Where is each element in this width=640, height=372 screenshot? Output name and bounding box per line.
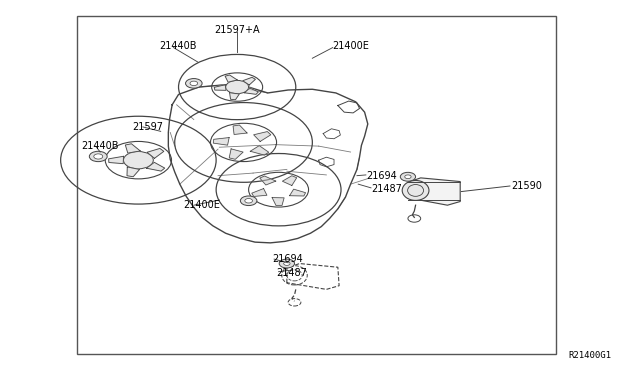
Polygon shape bbox=[127, 167, 140, 177]
Polygon shape bbox=[109, 156, 124, 164]
Bar bbox=[77, 16, 556, 354]
Text: 21597+A: 21597+A bbox=[214, 25, 260, 35]
Text: 21590: 21590 bbox=[511, 181, 542, 191]
Polygon shape bbox=[214, 85, 226, 90]
Text: 21440B: 21440B bbox=[81, 141, 118, 151]
Polygon shape bbox=[230, 93, 239, 100]
Circle shape bbox=[186, 78, 202, 88]
Polygon shape bbox=[147, 162, 164, 171]
Polygon shape bbox=[125, 144, 140, 153]
Polygon shape bbox=[272, 198, 284, 206]
Circle shape bbox=[404, 175, 411, 179]
Polygon shape bbox=[147, 148, 164, 158]
Polygon shape bbox=[243, 77, 255, 85]
Text: 21487: 21487 bbox=[276, 268, 308, 278]
Polygon shape bbox=[253, 132, 271, 141]
Polygon shape bbox=[229, 149, 243, 159]
Text: R21400G1: R21400G1 bbox=[569, 351, 612, 360]
Circle shape bbox=[400, 172, 415, 181]
Circle shape bbox=[124, 151, 154, 169]
Polygon shape bbox=[289, 189, 305, 196]
Polygon shape bbox=[244, 88, 259, 94]
Text: 21694: 21694 bbox=[366, 171, 397, 181]
Polygon shape bbox=[233, 125, 247, 135]
Text: 21597: 21597 bbox=[132, 122, 163, 132]
Polygon shape bbox=[408, 178, 460, 205]
Polygon shape bbox=[225, 75, 237, 82]
Text: 21487: 21487 bbox=[371, 184, 402, 194]
Circle shape bbox=[284, 262, 290, 265]
Polygon shape bbox=[252, 189, 267, 196]
Text: 21694: 21694 bbox=[272, 254, 303, 264]
Ellipse shape bbox=[402, 180, 429, 201]
Circle shape bbox=[226, 80, 248, 94]
Text: 21400E: 21400E bbox=[183, 200, 220, 210]
Circle shape bbox=[279, 259, 294, 268]
Text: 21400E: 21400E bbox=[333, 41, 370, 51]
Polygon shape bbox=[260, 176, 276, 185]
Text: 21440B: 21440B bbox=[159, 41, 197, 51]
Circle shape bbox=[190, 81, 198, 86]
Circle shape bbox=[94, 154, 102, 159]
Polygon shape bbox=[282, 176, 297, 186]
Polygon shape bbox=[250, 146, 269, 155]
Polygon shape bbox=[213, 138, 229, 145]
Circle shape bbox=[90, 151, 107, 161]
Circle shape bbox=[245, 199, 252, 203]
Circle shape bbox=[241, 196, 257, 206]
